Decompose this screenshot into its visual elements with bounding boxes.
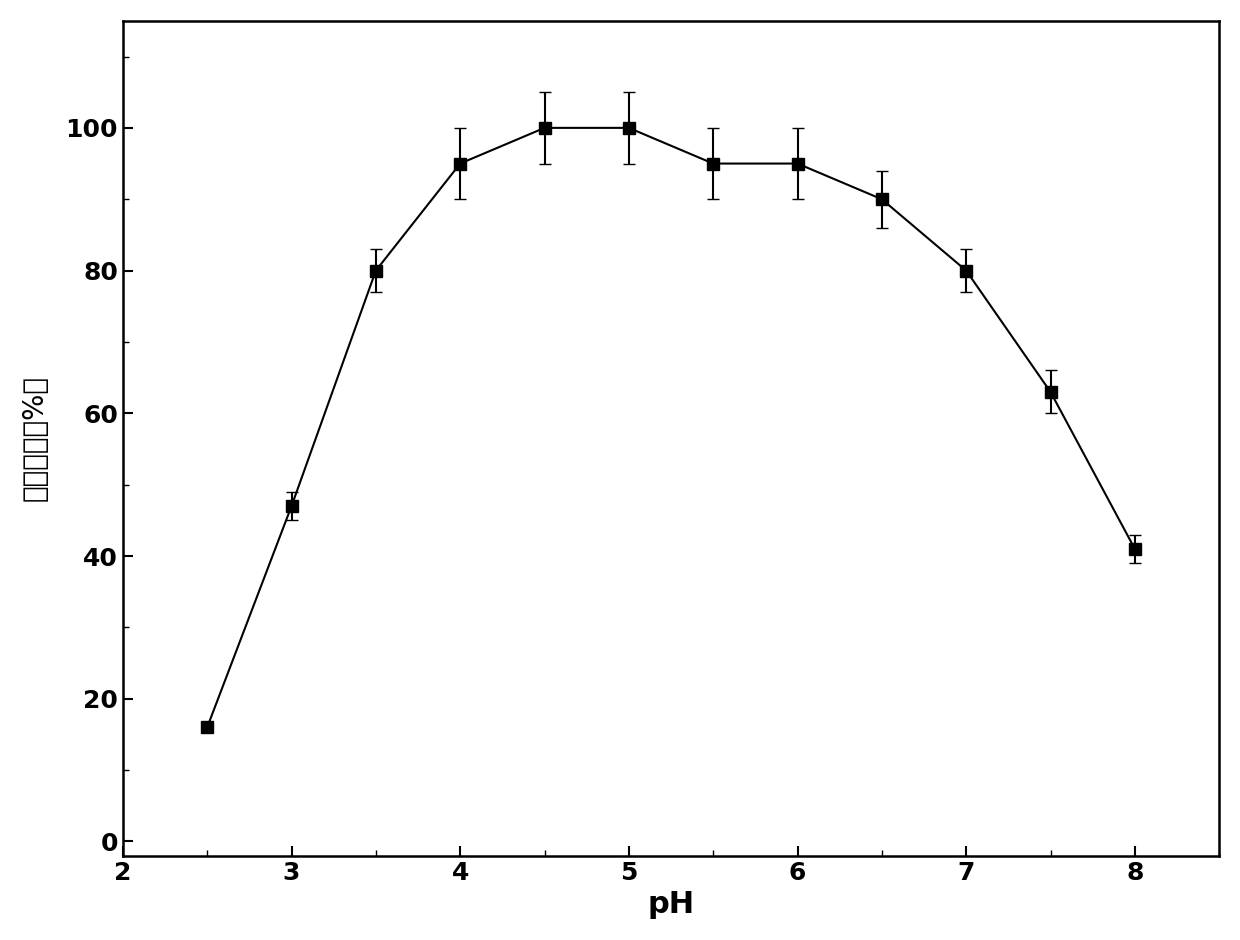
Y-axis label: 相对酶活（%）: 相对酶活（%）: [21, 375, 48, 501]
X-axis label: pH: pH: [647, 890, 694, 919]
